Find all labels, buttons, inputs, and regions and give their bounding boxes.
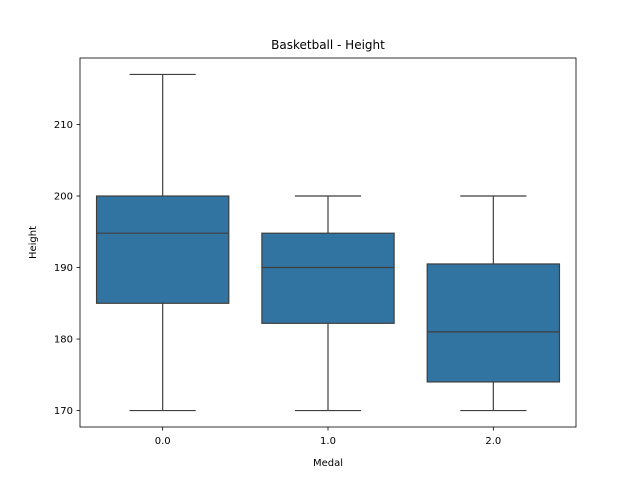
x-tick-label: 1.0 xyxy=(320,436,336,447)
box-iqr xyxy=(95,195,230,304)
y-tick-label: 170 xyxy=(54,406,73,417)
y-axis-label: Height xyxy=(28,226,39,259)
box-group xyxy=(261,195,395,412)
x-axis-label: Medal xyxy=(313,458,343,469)
y-tick-label: 180 xyxy=(54,335,73,346)
box-iqr xyxy=(261,232,395,324)
y-axis-ticks: 170 180 190 200 210 xyxy=(54,120,80,417)
box-group xyxy=(95,73,230,412)
chart-title: Basketball - Height xyxy=(271,38,385,52)
y-tick-label: 200 xyxy=(54,192,73,203)
x-tick-label: 0.0 xyxy=(155,436,171,447)
box-group xyxy=(426,195,561,412)
box-iqr xyxy=(426,263,561,383)
x-tick-label: 2.0 xyxy=(485,436,501,447)
x-axis-ticks: 0.0 1.0 2.0 xyxy=(155,427,501,447)
y-tick-label: 210 xyxy=(54,120,73,131)
y-tick-label: 190 xyxy=(54,263,73,274)
boxes-layer xyxy=(95,73,561,412)
